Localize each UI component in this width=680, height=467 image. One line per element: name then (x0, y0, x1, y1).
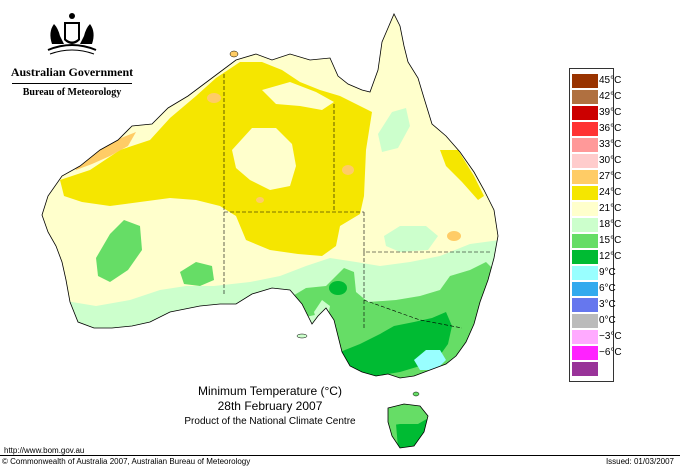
legend-swatch (572, 74, 598, 88)
legend-label: 45°C (599, 75, 622, 86)
legend-row: −6°C (570, 345, 622, 361)
legend-label: 0°C (599, 315, 616, 326)
legend-label: −3°C (599, 331, 622, 342)
zone-15c-west (96, 220, 142, 282)
legend-swatch (572, 106, 598, 120)
legend-label: 36°C (599, 123, 622, 134)
temperature-legend: 45°C 42°C 39°C 36°C 33°C 30°C 27°C 24°C 21°C 18°C… (569, 68, 622, 382)
legend-swatch (572, 154, 598, 168)
zone-9c (414, 350, 446, 370)
map-title: Minimum Temperature (°C) (198, 384, 342, 398)
legend-label: 3°C (599, 299, 616, 310)
legend-row: 6°C (570, 281, 616, 297)
coat-of-arms-icon (47, 13, 97, 55)
legend-swatch (572, 202, 598, 216)
legend-label: 30°C (599, 155, 622, 166)
legend-label: 15°C (599, 235, 622, 246)
legend-row: 15°C (570, 233, 621, 249)
footer-divider (0, 455, 680, 456)
legend-row: 27°C (570, 169, 621, 185)
map-source: Product of the National Climate Centre (184, 416, 356, 427)
legend-swatch (572, 170, 598, 184)
legend-row: 3°C (570, 297, 616, 313)
zone-24c (60, 62, 372, 256)
legend-label: 21°C (599, 203, 622, 214)
legend-row: 42°C (570, 89, 621, 105)
legend-swatch (572, 186, 598, 200)
legend-swatch (572, 218, 598, 232)
bureau-name: Bureau of Meteorology (22, 87, 122, 98)
zone-27c (72, 132, 136, 170)
legend-swatch (572, 282, 598, 296)
legend-label: 27°C (599, 171, 622, 182)
legend-swatch (572, 138, 598, 152)
legend-swatch (572, 266, 598, 280)
legend-row: 0°C (570, 313, 616, 329)
legend-swatch (572, 362, 598, 376)
legend-row: 18°C (570, 217, 621, 233)
legend-row: 24°C (570, 185, 621, 201)
header-divider (12, 83, 132, 84)
legend-label: 6°C (599, 283, 616, 294)
legend-row: 36°C (570, 121, 621, 137)
legend-label: 33°C (599, 139, 622, 150)
government-title: Australian Government (10, 65, 134, 79)
legend-row: 21°C (570, 201, 621, 217)
legend-swatch (572, 330, 598, 344)
map-caption: Minimum Temperature (°C) 28th February 2… (120, 384, 420, 429)
footer-url[interactable]: http://www.bom.gov.au (4, 446, 85, 455)
government-logo: Australian Government Bureau of Meteorol… (10, 10, 134, 98)
legend-swatch (572, 90, 598, 104)
footer-copyright: © Commonwealth of Australia 2007, Austra… (2, 457, 251, 466)
legend-row: −3°C (570, 329, 622, 345)
legend-row: 33°C (570, 137, 621, 153)
legend-swatch (572, 298, 598, 312)
legend-swatch (572, 234, 598, 248)
legend-label: 24°C (599, 187, 622, 198)
legend-row: 39°C (570, 105, 621, 121)
legend-swatch (572, 122, 598, 136)
legend-row: 30°C (570, 153, 621, 169)
legend-label: 9°C (599, 267, 616, 278)
legend-row: 9°C (570, 265, 616, 281)
legend-swatch (572, 250, 598, 264)
legend-row (570, 361, 613, 377)
legend-swatch (572, 346, 598, 360)
legend-swatch (572, 314, 598, 328)
legend-label: 39°C (599, 107, 622, 118)
state-borders (223, 74, 490, 330)
legend-row: 12°C (570, 249, 621, 265)
footer-issued: Issued: 01/03/2007 (605, 457, 674, 466)
map-date: 28th February 2007 (217, 399, 323, 413)
legend-label: −6°C (599, 347, 622, 358)
legend-label: 18°C (599, 219, 622, 230)
legend-label: 42°C (599, 91, 622, 102)
legend-row: 45°C (570, 73, 621, 89)
legend-label: 12°C (599, 251, 622, 262)
